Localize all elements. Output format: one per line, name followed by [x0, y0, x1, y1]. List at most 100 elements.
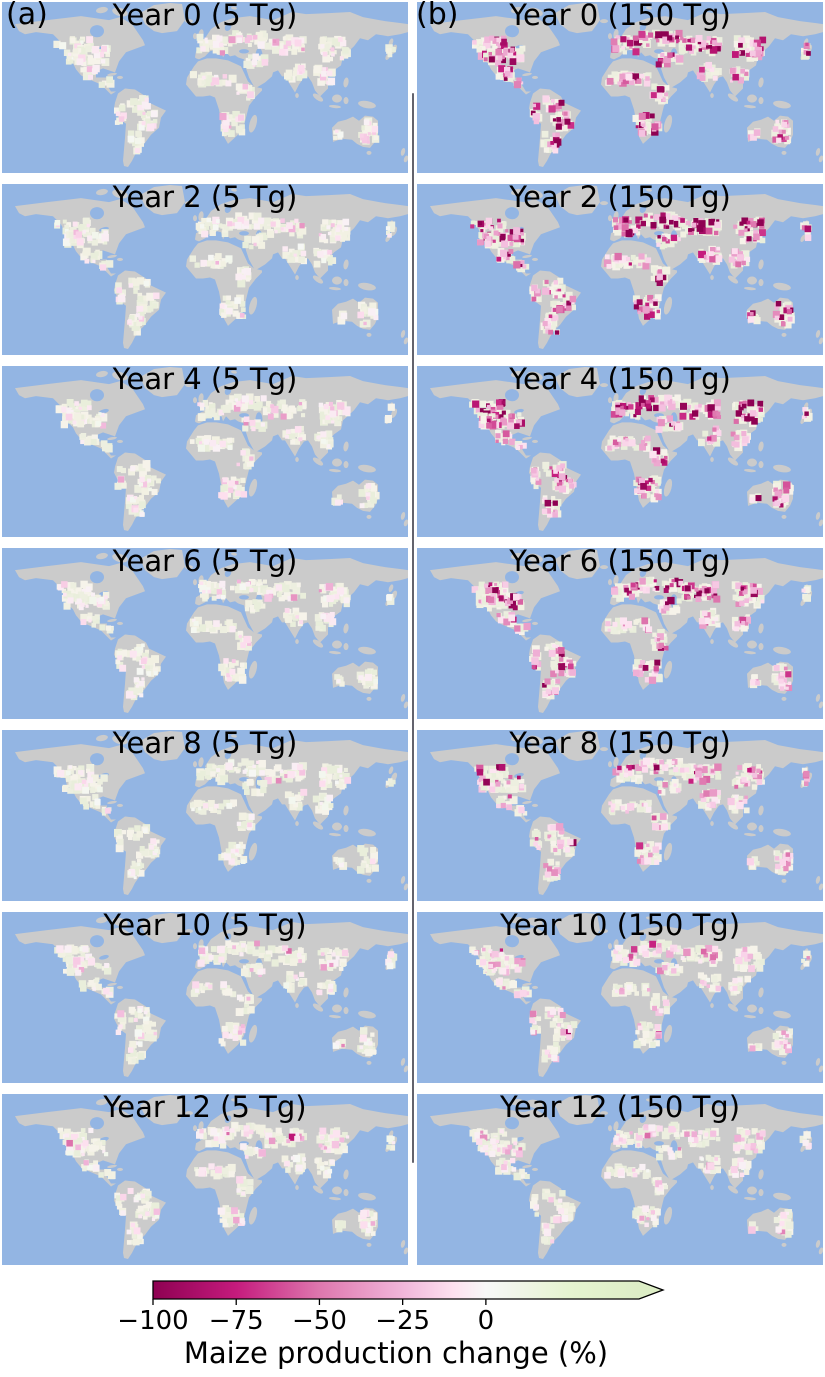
impact-cell: [566, 305, 572, 311]
cropland-cell: [231, 119, 238, 127]
impact-cell: [544, 317, 551, 324]
impact-cell: [386, 962, 394, 970]
impact-cell: [337, 768, 342, 773]
cropland-cell: [733, 35, 741, 43]
cropland-cell: [283, 612, 289, 618]
cropland-cell: [678, 47, 686, 54]
impact-cell: [202, 75, 206, 80]
impact-cell: [329, 1159, 334, 1164]
impact-cell: [707, 404, 715, 412]
impact-cell: [286, 222, 293, 229]
cropland-cell: [250, 422, 257, 430]
cropland-cell: [222, 1167, 229, 1174]
impact-cell: [145, 1211, 150, 1216]
cropland-cell: [71, 780, 77, 786]
cropland-cell: [239, 301, 246, 307]
cropland-cell: [551, 495, 556, 501]
cropland-cell: [80, 580, 88, 589]
impact-cell: [68, 765, 73, 769]
island: [295, 1185, 299, 1190]
cropland-cell: [554, 98, 560, 105]
impact-cell: [774, 491, 782, 499]
cropland-cell: [228, 661, 235, 668]
impact-cell: [715, 255, 723, 263]
impact-cell: [556, 117, 561, 122]
cropland-cell: [145, 474, 152, 481]
impact-cell: [531, 284, 538, 292]
impact-cell: [496, 43, 501, 49]
island: [312, 1003, 324, 1012]
impact-cell: [75, 969, 82, 976]
cropland-cell: [282, 251, 290, 259]
cropland-cell: [654, 311, 660, 317]
island: [747, 276, 757, 285]
impact-cell: [751, 418, 758, 425]
impact-cell: [63, 592, 67, 597]
impact-cell: [622, 439, 629, 447]
cropland-cell: [201, 217, 207, 224]
impact-cell: [358, 675, 364, 681]
impact-cell: [249, 968, 254, 972]
impact-cell: [238, 114, 245, 121]
impact-cell: [201, 230, 209, 238]
cropland-cell: [265, 769, 272, 776]
impact-cell: [243, 635, 251, 644]
impact-cell: [202, 589, 206, 594]
impact-cell: [225, 255, 233, 263]
impact-cell: [671, 215, 679, 223]
cropland-cell: [366, 858, 372, 865]
cropland-cell: [155, 478, 161, 484]
island: [96, 370, 108, 378]
island: [710, 275, 714, 280]
impact-cell: [258, 1149, 266, 1157]
cropland-cell: [204, 221, 210, 226]
impact-cell: [241, 274, 246, 280]
cropland-cell: [340, 1142, 347, 1149]
cropland-cell: [287, 1161, 294, 1168]
cropland-cell: [200, 808, 207, 815]
impact-cell: [296, 1164, 303, 1172]
impact-cell: [532, 113, 540, 121]
cropland-cell: [209, 229, 216, 237]
impact-cell: [287, 595, 293, 602]
island: [332, 94, 342, 103]
impact-cell: [83, 1160, 89, 1166]
cropland-cell: [633, 258, 640, 265]
cropland-cell: [325, 781, 333, 789]
cropland-cell: [65, 58, 72, 65]
cropland-cell: [235, 859, 241, 865]
impact-cell: [480, 229, 484, 233]
cropland-cell: [80, 985, 87, 992]
impact-cell: [236, 37, 242, 44]
lake: [639, 23, 647, 31]
cropland-cell: [301, 413, 306, 418]
cropland-cell: [209, 444, 215, 451]
cropland-cell: [195, 627, 200, 632]
impact-cell: [628, 404, 634, 410]
cropland-cell: [368, 490, 375, 498]
impact-cell: [747, 312, 754, 319]
lake: [505, 25, 519, 38]
impact-cell: [331, 952, 336, 957]
island: [663, 296, 673, 315]
impact-cell: [210, 1128, 218, 1136]
cropland-cell: [73, 587, 82, 596]
cropland-cell: [285, 615, 292, 623]
cropland-cell: [479, 47, 486, 54]
cropland-cell: [289, 252, 295, 258]
impact-cell: [325, 1147, 331, 1153]
cropland-cell: [228, 949, 233, 954]
impact-cell: [750, 133, 757, 141]
impact-cell: [92, 259, 96, 263]
impact-cell: [98, 51, 105, 58]
cropland-cell: [222, 438, 230, 447]
map-panel-a-year-8: Year 8 (5 Tg): [2, 727, 408, 901]
impact-cell: [366, 1222, 372, 1228]
lake: [90, 389, 104, 402]
impact-cell: [360, 1209, 368, 1217]
impact-cell: [662, 237, 667, 242]
cropland-cell: [336, 582, 344, 590]
cropland-cell: [281, 404, 288, 412]
impact-cell: [741, 217, 749, 225]
island: [758, 77, 764, 88]
